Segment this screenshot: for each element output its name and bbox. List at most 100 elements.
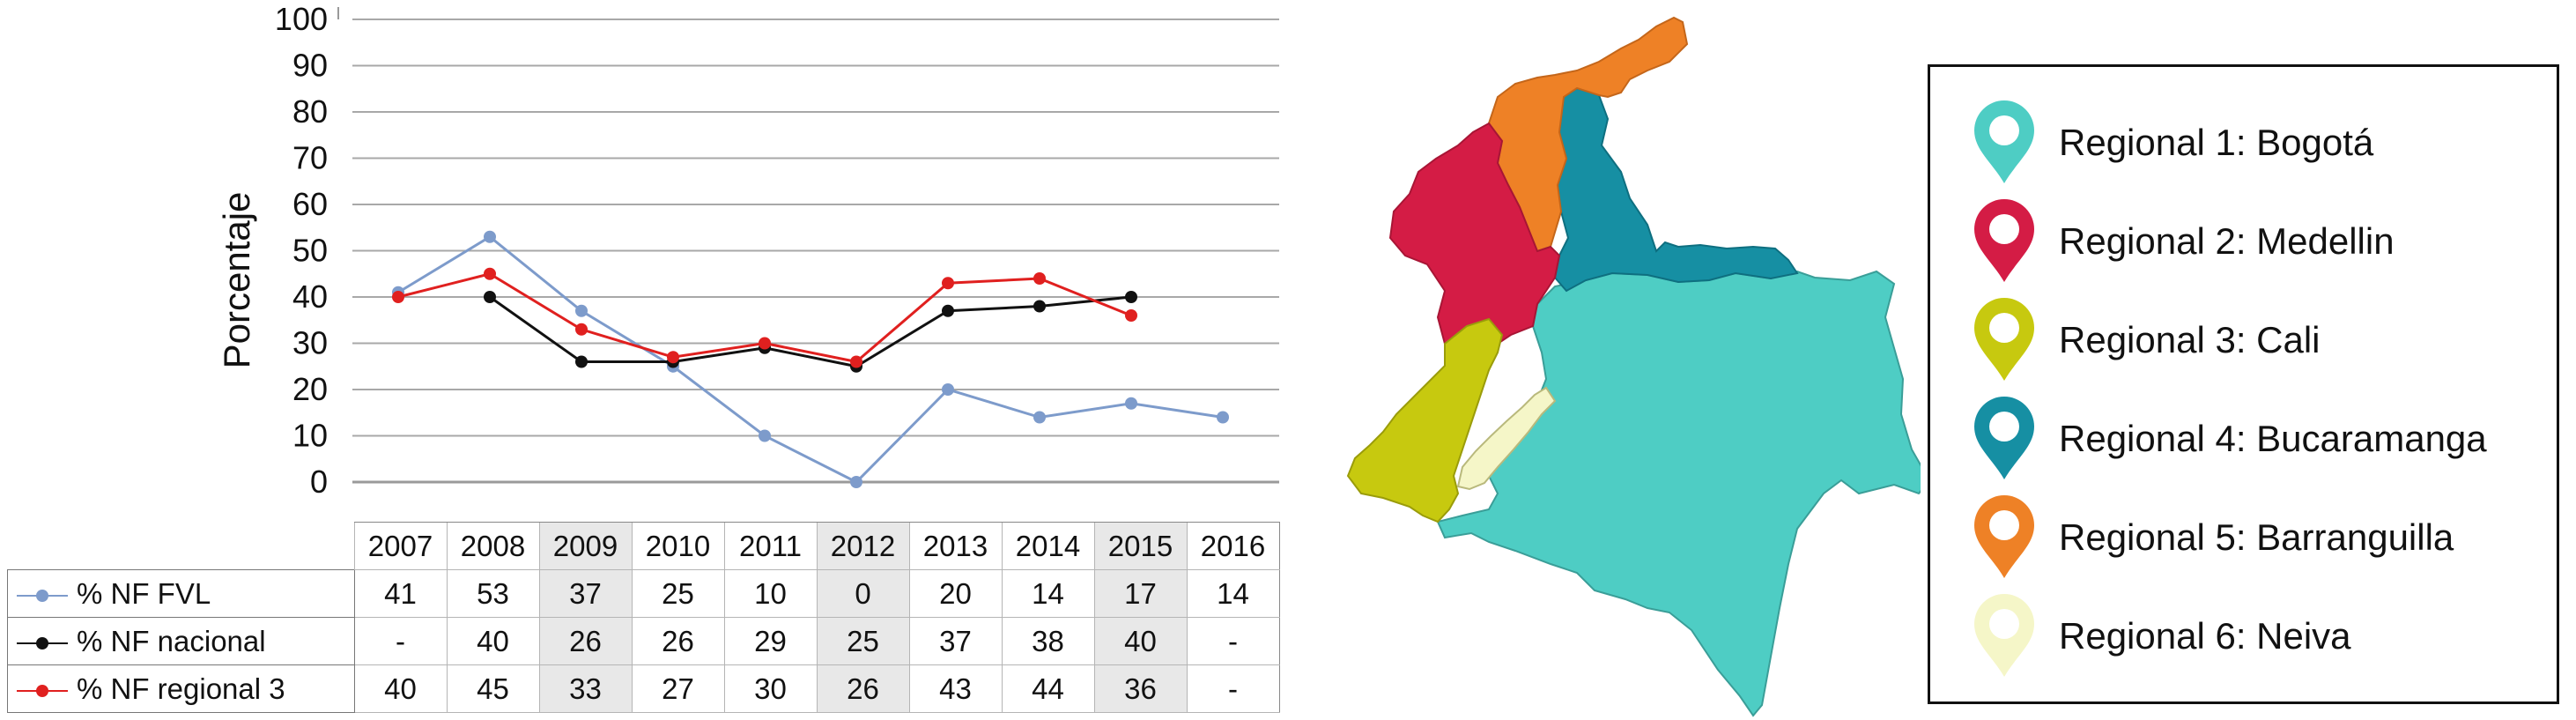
data-point — [1125, 291, 1137, 303]
y-tick-label: 100 — [275, 1, 328, 37]
table-row-regional3: % NF regional 3 40 45 33 27 30 26 43 44 … — [7, 664, 1280, 713]
y-axis-label: Porcentaje — [216, 192, 257, 369]
y-tick-label: 50 — [292, 233, 328, 269]
data-label: 29 — [723, 617, 817, 665]
y-tick-labels: 0 10 20 30 40 50 60 70 80 90 100 — [275, 1, 328, 500]
data-point — [484, 230, 496, 243]
map-pin-icon — [1974, 594, 2034, 677]
legend-label: Regional 2: Medellin — [2059, 220, 2395, 262]
data-label: 40 — [446, 617, 539, 665]
y-tick-label: 90 — [292, 48, 328, 84]
y-tick-label: 0 — [310, 464, 328, 500]
y-tick-label: 30 — [292, 325, 328, 361]
legend-label: Regional 1: Bogotá — [2059, 122, 2374, 163]
map-pin-icon — [1974, 298, 2034, 381]
map-pin-icon — [1974, 100, 2034, 183]
map-region-6 — [1456, 386, 1557, 491]
data-label: 38 — [1001, 617, 1094, 665]
legend-item: Regional 4: Bucaramanga — [1969, 395, 2550, 483]
data-label: 10 — [723, 569, 817, 618]
legend-marker-regional3 — [17, 682, 68, 700]
year-cell: 2012 — [816, 522, 909, 570]
series-label-nacional: % NF nacional — [7, 617, 355, 665]
data-label: 25 — [631, 569, 724, 618]
data-label: 41 — [353, 569, 447, 618]
data-table: 2007 2008 2009 2010 2011 2012 2013 2014 … — [7, 522, 1280, 713]
series-line — [489, 295, 1132, 368]
y-tick-label: 70 — [292, 140, 328, 176]
data-point — [575, 323, 588, 336]
data-point — [575, 355, 588, 368]
data-label: 40 — [353, 664, 447, 713]
series-lines — [392, 230, 1229, 488]
legend-item: Regional 6: Neiva — [1969, 592, 2550, 680]
data-label: - — [1186, 664, 1280, 713]
data-label: 45 — [446, 664, 539, 713]
map-pin-icon — [1974, 397, 2034, 479]
year-cell: 2010 — [631, 522, 724, 570]
legend-item: Regional 1: Bogotá — [1969, 99, 2550, 187]
legend-label: Regional 5: Barranguilla — [2059, 516, 2454, 558]
year-cell: 2009 — [538, 522, 632, 570]
data-point — [1033, 300, 1046, 313]
map-pin-icon — [1974, 495, 2034, 578]
data-point — [942, 304, 954, 317]
data-label: 30 — [723, 664, 817, 713]
map-region-4 — [1553, 86, 1799, 293]
data-point — [484, 267, 496, 280]
y-tick-label: 10 — [292, 418, 328, 454]
year-cell: 2015 — [1093, 522, 1187, 570]
legend-label: Regional 3: Cali — [2059, 319, 2321, 360]
data-point — [1125, 309, 1137, 322]
data-label: 26 — [538, 617, 632, 665]
legend-item: Regional 2: Medellin — [1969, 197, 2550, 286]
map-legend: Regional 1: Bogotá Regional 2: Medellin Re… — [1928, 64, 2559, 704]
data-point — [1217, 411, 1229, 424]
data-label: 25 — [816, 617, 909, 665]
data-label: 27 — [631, 664, 724, 713]
year-header-row: 2007 2008 2009 2010 2011 2012 2013 2014 … — [7, 522, 1280, 570]
legend-label: Regional 6: Neiva — [2059, 615, 2351, 657]
data-label: 37 — [538, 569, 632, 618]
data-label: - — [1186, 617, 1280, 665]
data-label: 26 — [816, 664, 909, 713]
data-point — [759, 337, 771, 350]
year-cell: 2011 — [723, 522, 817, 570]
data-point — [484, 291, 496, 303]
year-cell: 2013 — [908, 522, 1002, 570]
data-label: 26 — [631, 617, 724, 665]
data-label: 44 — [1001, 664, 1094, 713]
year-cell: 2014 — [1001, 522, 1094, 570]
data-point — [759, 429, 771, 442]
data-label: 0 — [816, 569, 909, 618]
table-row-nacional: % NF nacional - 40 26 26 29 25 37 38 40 … — [7, 617, 1280, 665]
data-point — [850, 476, 862, 488]
year-cell: 2016 — [1186, 522, 1280, 570]
data-label: 17 — [1093, 569, 1187, 618]
legend-label: Regional 4: Bucaramanga — [2059, 418, 2487, 459]
legend-marker-fvl — [17, 587, 68, 605]
data-label: 14 — [1186, 569, 1280, 618]
year-cell: 2008 — [446, 522, 539, 570]
y-tick-label: 60 — [292, 186, 328, 222]
data-label: 43 — [908, 664, 1002, 713]
data-point — [392, 291, 404, 303]
y-tick-label: 80 — [292, 93, 328, 130]
data-point — [667, 351, 679, 364]
year-cell: 2007 — [353, 522, 447, 570]
map-region-1 — [1436, 270, 1921, 717]
legend-marker-nacional — [17, 635, 68, 652]
data-label: 33 — [538, 664, 632, 713]
map-pin-icon — [1974, 199, 2034, 282]
series-label-regional3: % NF regional 3 — [7, 664, 355, 713]
data-label: - — [353, 617, 447, 665]
data-label: 20 — [908, 569, 1002, 618]
table-corner — [7, 522, 354, 570]
series-line — [397, 234, 1224, 484]
legend-item: Regional 3: Cali — [1969, 296, 2550, 384]
data-label: 40 — [1093, 617, 1187, 665]
data-label: 36 — [1093, 664, 1187, 713]
data-label: 37 — [908, 617, 1002, 665]
data-point — [942, 383, 954, 396]
data-point — [1033, 272, 1046, 285]
